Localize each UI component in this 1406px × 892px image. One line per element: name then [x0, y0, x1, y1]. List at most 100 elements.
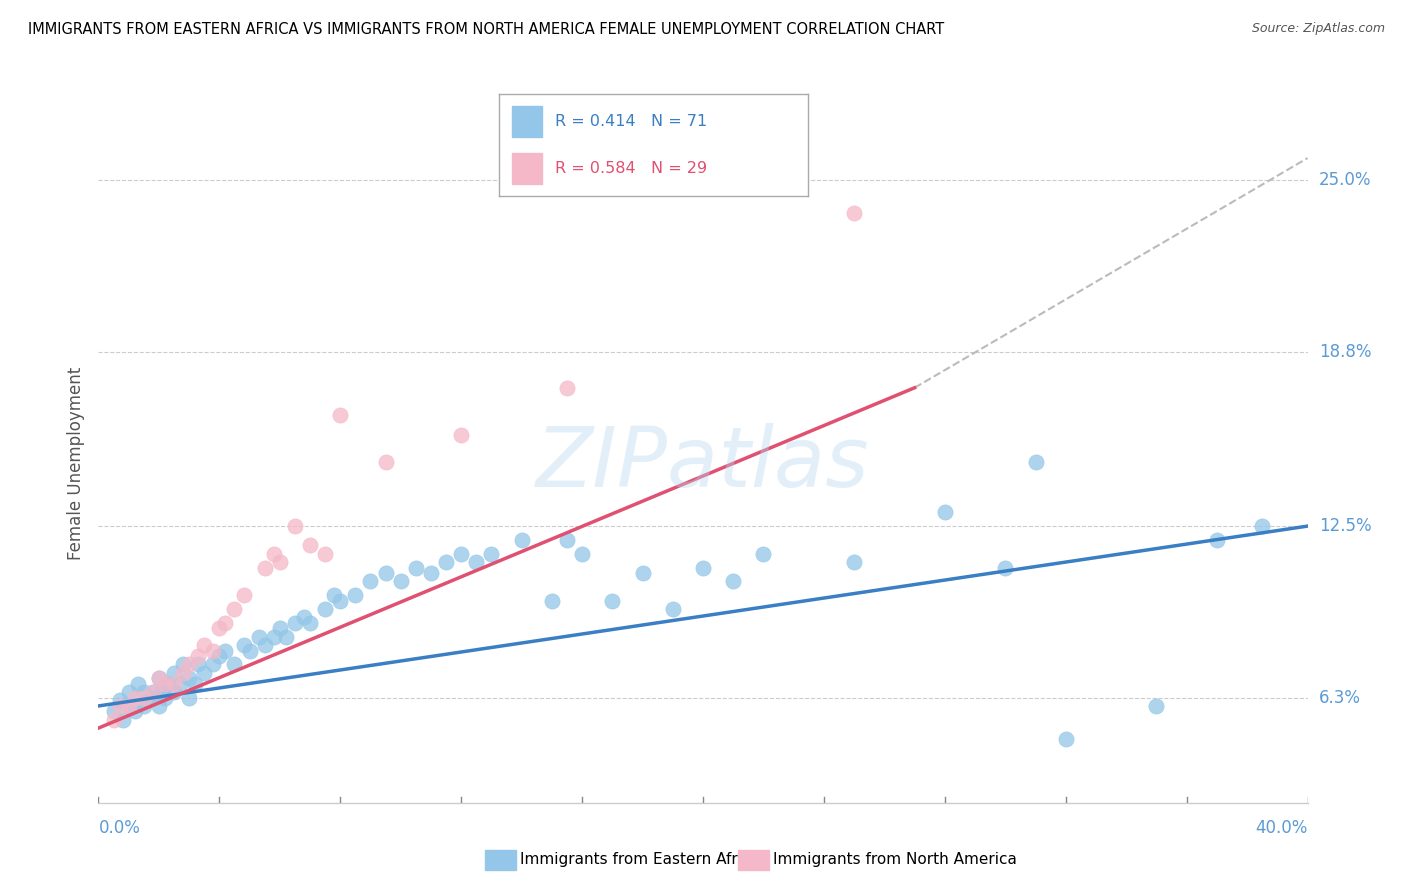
- Point: [148, 671, 170, 685]
- Point: [148, 698, 170, 713]
- Point: [208, 622, 231, 636]
- Point: [156, 677, 179, 691]
- Point: [314, 602, 336, 616]
- Point: [177, 671, 201, 685]
- Point: [602, 594, 624, 608]
- Point: [118, 685, 141, 699]
- Point: [1144, 698, 1167, 713]
- Point: [132, 685, 155, 699]
- Text: 25.0%: 25.0%: [1319, 171, 1371, 189]
- Point: [163, 665, 186, 680]
- Point: [540, 594, 562, 608]
- Point: [555, 381, 578, 395]
- Point: [239, 643, 262, 657]
- Point: [661, 602, 683, 616]
- Point: [481, 547, 503, 561]
- Point: [153, 690, 176, 705]
- Point: [103, 713, 125, 727]
- Point: [118, 698, 141, 713]
- Point: [721, 574, 744, 589]
- Point: [132, 690, 155, 705]
- Point: [247, 630, 270, 644]
- Point: [142, 685, 165, 699]
- Point: [1206, 533, 1229, 547]
- Point: [253, 638, 276, 652]
- Point: [193, 665, 215, 680]
- Point: [127, 677, 149, 691]
- Point: [163, 685, 186, 699]
- Point: [934, 505, 956, 519]
- Point: [148, 671, 170, 685]
- Point: [434, 555, 457, 569]
- Point: [571, 547, 593, 561]
- Point: [299, 615, 322, 630]
- Point: [142, 685, 165, 699]
- Point: [1251, 519, 1274, 533]
- Point: [124, 690, 146, 705]
- Text: 40.0%: 40.0%: [1256, 820, 1308, 838]
- Point: [124, 705, 146, 719]
- Point: [284, 519, 307, 533]
- Point: [214, 643, 236, 657]
- Point: [329, 594, 352, 608]
- Point: [344, 588, 367, 602]
- Text: 18.8%: 18.8%: [1319, 343, 1371, 360]
- Text: 6.3%: 6.3%: [1319, 689, 1361, 706]
- Point: [202, 657, 225, 672]
- Point: [389, 574, 412, 589]
- Point: [108, 693, 131, 707]
- Point: [374, 455, 396, 469]
- Point: [844, 555, 866, 569]
- Point: [132, 698, 155, 713]
- Point: [224, 602, 246, 616]
- Point: [172, 657, 194, 672]
- Point: [184, 677, 207, 691]
- Point: [142, 690, 165, 705]
- Text: Immigrants from Eastern Africa: Immigrants from Eastern Africa: [520, 853, 761, 867]
- Point: [177, 657, 201, 672]
- Point: [263, 630, 285, 644]
- Point: [108, 698, 131, 713]
- Point: [224, 657, 246, 672]
- Point: [292, 610, 315, 624]
- Point: [752, 547, 775, 561]
- Point: [153, 677, 176, 691]
- Point: [299, 539, 322, 553]
- Point: [232, 588, 254, 602]
- Point: [314, 547, 336, 561]
- Point: [214, 615, 236, 630]
- Point: [187, 657, 209, 672]
- Text: 12.5%: 12.5%: [1319, 517, 1371, 535]
- Point: [232, 638, 254, 652]
- Text: Immigrants from North America: Immigrants from North America: [773, 853, 1017, 867]
- Text: ZIPatlas: ZIPatlas: [536, 424, 870, 504]
- Point: [450, 427, 472, 442]
- Point: [510, 533, 533, 547]
- Point: [187, 649, 209, 664]
- Point: [450, 547, 472, 561]
- Bar: [512, 106, 543, 136]
- Text: R = 0.584   N = 29: R = 0.584 N = 29: [555, 161, 707, 176]
- Point: [193, 638, 215, 652]
- Point: [284, 615, 307, 630]
- Point: [202, 643, 225, 657]
- Point: [465, 555, 488, 569]
- Point: [1054, 732, 1077, 747]
- Point: [150, 685, 173, 699]
- Point: [253, 560, 276, 574]
- Point: [111, 713, 134, 727]
- Point: [419, 566, 441, 581]
- Point: [177, 690, 201, 705]
- Bar: [512, 153, 543, 184]
- Point: [329, 409, 352, 423]
- Point: [374, 566, 396, 581]
- Point: [208, 649, 231, 664]
- Point: [169, 677, 191, 691]
- Point: [1024, 455, 1046, 469]
- Text: R = 0.414   N = 71: R = 0.414 N = 71: [555, 114, 707, 128]
- Point: [263, 547, 285, 561]
- Text: 0.0%: 0.0%: [98, 820, 141, 838]
- Point: [163, 677, 186, 691]
- Point: [103, 705, 125, 719]
- Point: [118, 698, 141, 713]
